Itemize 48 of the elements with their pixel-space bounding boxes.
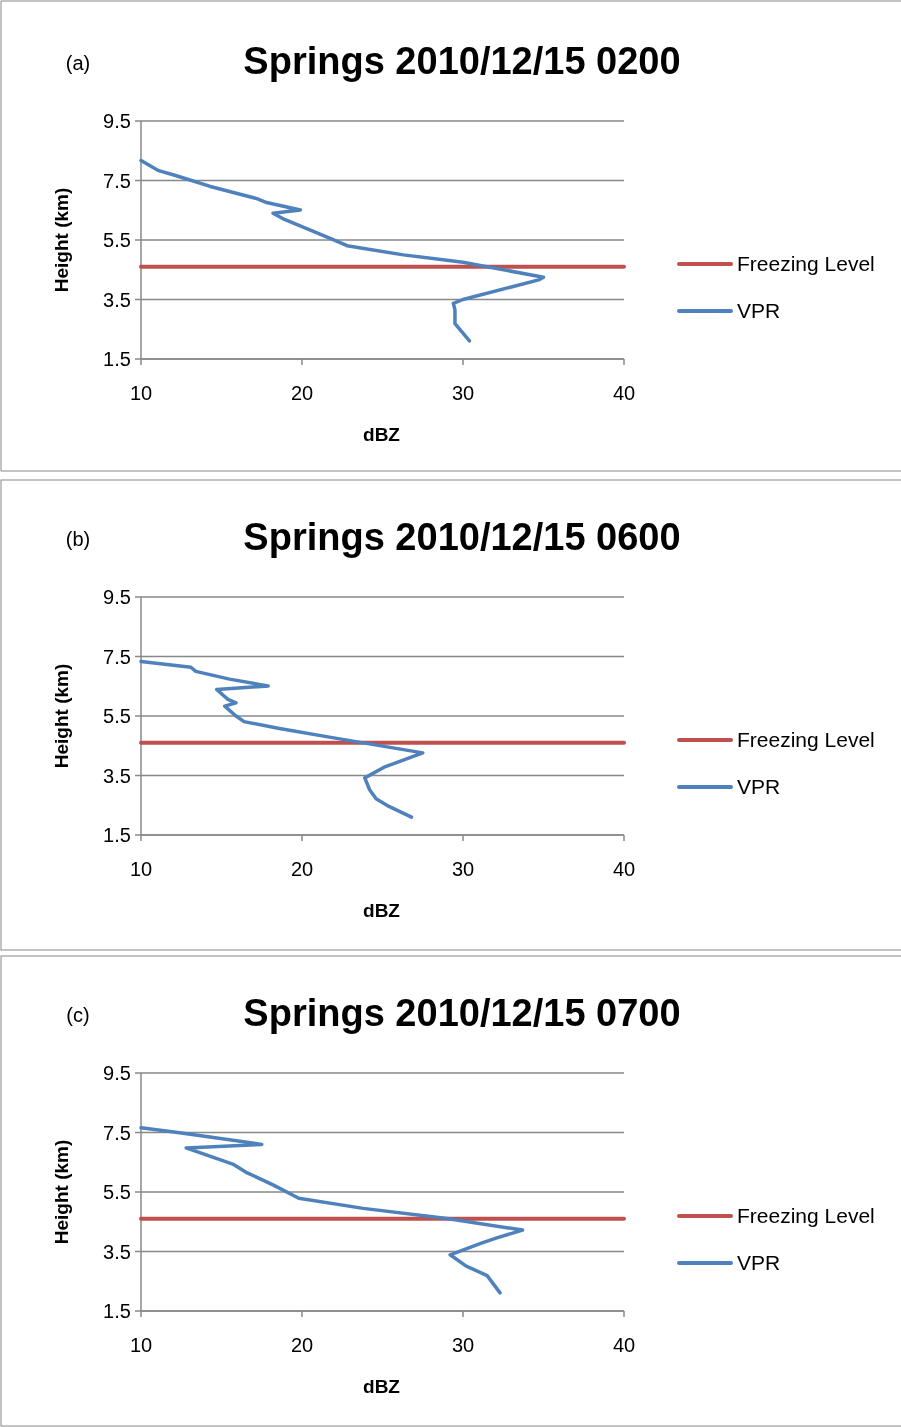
y-tick-label: 3.5 xyxy=(103,288,131,311)
x-axis-title: dBZ xyxy=(363,1376,401,1397)
x-tick-label: 20 xyxy=(290,858,314,880)
text: (c) xyxy=(66,1004,90,1026)
x-tick-label: 30 xyxy=(451,858,475,880)
x-tick-label: 30 xyxy=(451,382,475,404)
text: (b) xyxy=(65,528,91,550)
legend-label: Freezing Level xyxy=(737,1204,875,1228)
line-series xyxy=(139,1125,525,1295)
x-tick-label: 40 xyxy=(612,1334,636,1356)
x-tick-label: 20 xyxy=(290,382,314,404)
y-tick-label: 1.5 xyxy=(103,824,131,846)
line-series xyxy=(139,158,546,343)
legend-label: VPR xyxy=(737,299,781,323)
y-tick-label: 1.5 xyxy=(103,1300,131,1322)
y-tick-label: 3.5 xyxy=(103,1240,131,1263)
y-tick-label: 5.5 xyxy=(103,1181,131,1203)
y-axis-title: Height (km) xyxy=(51,187,72,293)
legend-label: VPR xyxy=(737,775,781,799)
chart-title: Springs 2010/12/15 0200 xyxy=(243,40,681,82)
chart-title: Springs 2010/12/15 0700 xyxy=(243,992,681,1034)
y-tick-label: 7.5 xyxy=(103,1121,131,1144)
text: (a) xyxy=(65,52,91,74)
y-tick-label: 5.5 xyxy=(103,229,131,251)
x-tick-label: 20 xyxy=(290,1334,314,1356)
x-tick-label: 10 xyxy=(129,858,153,880)
x-axis-title: dBZ xyxy=(363,900,401,921)
x-tick-label: 40 xyxy=(612,382,636,404)
line-series xyxy=(139,659,425,819)
legend-label: Freezing Level xyxy=(737,728,875,752)
y-tick-label: 3.5 xyxy=(103,764,131,787)
x-tick-label: 30 xyxy=(451,1334,475,1356)
legend-label: VPR xyxy=(737,1251,781,1275)
y-tick-label: 1.5 xyxy=(103,348,131,370)
y-tick-label: 7.5 xyxy=(103,169,131,192)
x-tick-label: 10 xyxy=(129,382,153,404)
x-tick-label: 10 xyxy=(129,1334,153,1356)
chart-title: Springs 2010/12/15 0600 xyxy=(243,516,681,558)
y-tick-label: 9.5 xyxy=(103,1062,131,1084)
legend-label: Freezing Level xyxy=(737,252,875,276)
y-axis-title: Height (km) xyxy=(51,1139,72,1245)
x-axis-title: dBZ xyxy=(363,424,401,445)
y-axis-title: Height (km) xyxy=(51,663,72,769)
y-tick-label: 5.5 xyxy=(103,705,131,727)
y-tick-label: 7.5 xyxy=(103,645,131,668)
x-tick-label: 40 xyxy=(612,858,636,880)
y-tick-label: 9.5 xyxy=(103,110,131,132)
y-tick-label: 9.5 xyxy=(103,586,131,608)
